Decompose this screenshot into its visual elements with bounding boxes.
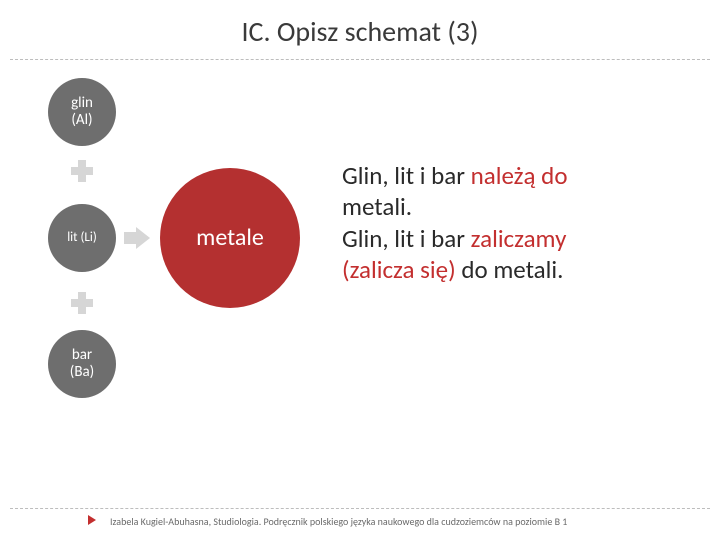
node-lit-label: lit (67, 230, 77, 245)
node-metale: metale (160, 168, 300, 308)
node-bar: bar (Ba) (48, 330, 116, 398)
slide-title: IC. Opisz schemat (3) (0, 0, 720, 59)
node-bar-symbol: (Ba) (70, 363, 94, 381)
arrow-icon (124, 227, 150, 249)
node-lit: lit (Li) (48, 204, 116, 272)
desc-part: do metali. (461, 254, 563, 285)
desc-part: metali. (342, 191, 412, 222)
desc-part: Glin, lit i bar (342, 160, 471, 191)
node-metale-label: metale (196, 224, 264, 252)
desc-accent: zaliczamy (471, 223, 567, 254)
plus-icon (71, 292, 93, 314)
footer-marker-icon (88, 515, 96, 525)
node-lit-symbol: (Li) (80, 230, 96, 245)
description-text: Glin, lit i bar należą do metali. Glin, … (342, 160, 672, 285)
desc-part: Glin, lit i bar (342, 223, 471, 254)
desc-accent: (zalicza się) (342, 254, 461, 285)
footer-area: Izabela Kugiel-Abuhasna, Studiologia. Po… (0, 508, 720, 540)
node-glin-symbol: (Al) (71, 111, 92, 129)
node-glin: glin (Al) (48, 78, 116, 146)
diagram-area: glin (Al) lit (Li) bar (Ba) metale Glin,… (0, 60, 720, 480)
desc-accent: należą do (471, 160, 568, 191)
footer-text: Izabela Kugiel-Abuhasna, Studiologia. Po… (0, 509, 720, 540)
plus-icon (71, 160, 93, 182)
node-bar-label: bar (72, 346, 92, 364)
node-glin-label: glin (71, 94, 93, 112)
